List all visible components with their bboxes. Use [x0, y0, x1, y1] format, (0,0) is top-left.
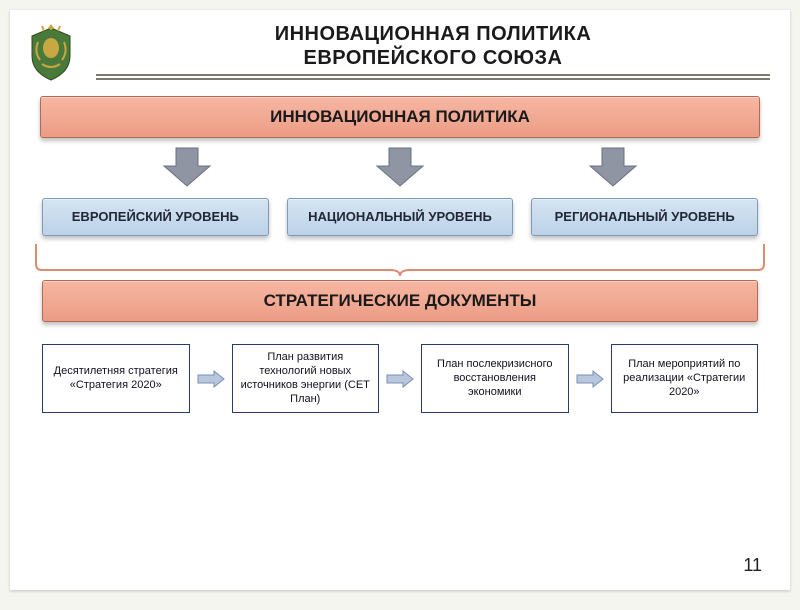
main-policy-box: ИННОВАЦИОННАЯ ПОЛИТИКА: [40, 96, 760, 138]
level-european: ЕВРОПЕЙСКИЙ УРОВЕНЬ: [42, 198, 269, 236]
bracket-connector: [30, 236, 770, 280]
page-number: 11: [743, 555, 762, 576]
right-arrow-icon: [385, 370, 415, 388]
documents-row: Десятилетняя стратегия «Стратегия 2020» …: [42, 344, 758, 413]
arrow-row: [40, 138, 760, 194]
level-regional: РЕГИОНАЛЬНЫЙ УРОВЕНЬ: [531, 198, 758, 236]
down-arrow-icon: [586, 146, 640, 188]
right-arrow-icon: [196, 370, 226, 388]
title-underline: [96, 74, 770, 80]
doc-action-plan: План мероприятий по реализации «Стратеги…: [611, 344, 759, 413]
right-arrow-icon: [575, 370, 605, 388]
title-block: ИННОВАЦИОННАЯ ПОЛИТИКА ЕВРОПЕЙСКОГО СОЮЗ…: [96, 22, 770, 80]
levels-row: ЕВРОПЕЙСКИЙ УРОВЕНЬ НАЦИОНАЛЬНЫЙ УРОВЕНЬ…: [42, 198, 758, 236]
down-arrow-icon: [160, 146, 214, 188]
title-line-2: ЕВРОПЕЙСКОГО СОЮЗА: [304, 47, 563, 69]
down-arrow-icon: [373, 146, 427, 188]
slide: ИННОВАЦИОННАЯ ПОЛИТИКА ЕВРОПЕЙСКОГО СОЮЗ…: [10, 10, 790, 590]
emblem-logo: [24, 22, 78, 82]
doc-strategy-2020: Десятилетняя стратегия «Стратегия 2020»: [42, 344, 190, 413]
doc-set-plan: План развития технологий новых источнико…: [232, 344, 380, 413]
header: ИННОВАЦИОННАЯ ПОЛИТИКА ЕВРОПЕЙСКОГО СОЮЗ…: [10, 10, 790, 86]
title-line-1: ИННОВАЦИОННАЯ ПОЛИТИКА: [275, 23, 592, 45]
strategic-docs-box: СТРАТЕГИЧЕСКИЕ ДОКУМЕНТЫ: [42, 280, 758, 322]
content-area: ИННОВАЦИОННАЯ ПОЛИТИКА ЕВРОПЕЙСКИЙ УРОВЕ…: [10, 86, 790, 413]
level-national: НАЦИОНАЛЬНЫЙ УРОВЕНЬ: [287, 198, 514, 236]
slide-title: ИННОВАЦИОННАЯ ПОЛИТИКА ЕВРОПЕЙСКОГО СОЮЗ…: [96, 22, 770, 70]
doc-recovery: План послекризисного восстановления экон…: [421, 344, 569, 413]
